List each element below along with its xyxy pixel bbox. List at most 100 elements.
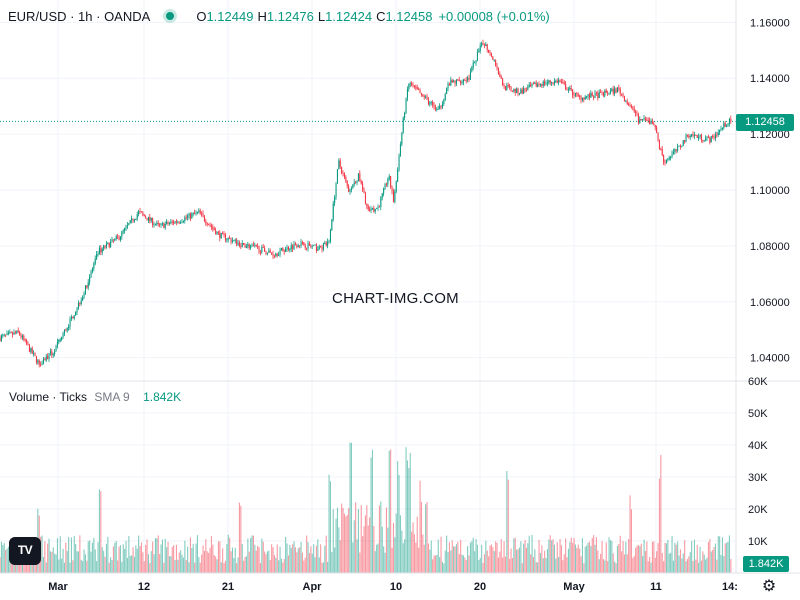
candle-body — [132, 218, 134, 222]
volume-bar — [212, 544, 214, 573]
candle-body — [675, 149, 677, 151]
volume-bar — [181, 554, 183, 573]
volume-axis[interactable]: 60K 50K 40K 30K 20K 10K — [748, 376, 768, 548]
candle-body — [311, 246, 313, 247]
candle-body — [187, 216, 189, 218]
volume-bar — [360, 505, 362, 573]
volume-bar — [625, 541, 627, 573]
candle-body — [306, 247, 308, 249]
volume-bar — [114, 542, 116, 573]
volume-bar — [482, 562, 484, 573]
candle-body — [269, 250, 271, 253]
price-tick-label: 1.16000 — [750, 17, 790, 29]
volume-bar — [567, 548, 569, 573]
candle-body — [702, 139, 704, 141]
candle-body — [0, 335, 3, 341]
volume-bar — [448, 542, 450, 573]
volume-bar — [289, 544, 291, 573]
volume-bar — [9, 553, 11, 573]
candle-body — [139, 211, 141, 212]
candle-body — [551, 82, 553, 84]
volume-bar — [240, 505, 242, 573]
candle-body — [6, 333, 8, 335]
volume-bar — [646, 541, 648, 573]
candle-body — [429, 102, 431, 105]
volume-bar — [55, 554, 57, 573]
volume-bar — [695, 559, 697, 573]
candle-body — [129, 220, 131, 224]
tradingview-logo-icon[interactable]: TV — [9, 537, 41, 565]
volume-bar — [226, 543, 228, 573]
candle-body — [724, 123, 726, 127]
price-tick-label: 1.12000 — [750, 129, 790, 141]
candle-body — [476, 52, 478, 61]
candle-body — [59, 339, 61, 341]
candle-body — [290, 245, 292, 250]
volume-bar — [69, 562, 71, 573]
candle-body — [650, 121, 652, 124]
candle-body — [721, 127, 723, 129]
candle-body — [271, 252, 273, 255]
volume-bar — [384, 552, 386, 573]
volume-bar — [622, 541, 624, 573]
volume-bar — [555, 558, 557, 573]
volume-bar — [608, 537, 610, 573]
candle-body — [563, 82, 565, 84]
candle-body — [653, 123, 655, 125]
candle-body — [685, 134, 687, 142]
volume-bar — [418, 547, 420, 573]
candle-body — [581, 97, 583, 101]
candle-body — [126, 225, 128, 227]
volume-bar — [341, 503, 343, 573]
candle-body — [252, 244, 254, 246]
candle-body — [122, 230, 124, 232]
volume-bar — [594, 544, 596, 573]
volume-bar — [349, 442, 351, 573]
candle-body — [493, 59, 495, 61]
candle-body — [406, 89, 408, 99]
candle-body — [357, 173, 359, 181]
candle-body — [231, 240, 233, 242]
time-axis[interactable]: Mar 12 21 Apr 10 20 May 11 14: — [48, 581, 738, 593]
candle-body — [115, 236, 117, 239]
volume-bar — [97, 542, 99, 573]
volume-bar — [159, 554, 161, 573]
volume-bar — [672, 560, 674, 573]
volume-title[interactable]: Volume · Ticks — [9, 390, 88, 404]
candle-body — [157, 222, 159, 225]
volume-bar — [188, 562, 190, 573]
candle-body — [174, 221, 176, 224]
volume-bar — [439, 557, 441, 573]
candle-body — [356, 180, 358, 184]
volume-bar — [145, 544, 147, 573]
volume-bar — [108, 562, 110, 573]
price-axis[interactable]: 1.16000 1.14000 1.12000 1.10000 1.08000 1.060… — [750, 17, 790, 364]
volume-bar — [213, 555, 215, 573]
volume-bar — [643, 539, 645, 573]
volume-bar — [307, 542, 309, 573]
candle-body — [686, 134, 688, 136]
candle-body — [622, 94, 624, 97]
gear-icon[interactable]: ⚙ — [761, 578, 777, 595]
volume-bar — [342, 507, 344, 573]
volume-bar — [551, 540, 553, 573]
candle-body — [678, 145, 680, 147]
volume-bar — [258, 547, 260, 573]
volume-bar — [352, 542, 354, 573]
volume-bar — [279, 546, 281, 573]
volume-bar — [483, 554, 485, 573]
volume-bar — [161, 539, 163, 573]
symbol-title[interactable]: EUR/USD · 1h · OANDA — [8, 8, 151, 24]
volume-bar — [614, 561, 616, 573]
candle-body — [559, 80, 561, 82]
volume-bar — [338, 527, 340, 573]
volume-bar — [632, 557, 634, 573]
time-tick-label: Mar — [48, 581, 68, 593]
candle-body — [495, 59, 497, 67]
candle-body — [61, 337, 63, 340]
volume-bar — [223, 563, 225, 573]
volume-bar — [661, 553, 663, 573]
volume-bar — [236, 563, 238, 573]
candle-body — [17, 330, 19, 332]
